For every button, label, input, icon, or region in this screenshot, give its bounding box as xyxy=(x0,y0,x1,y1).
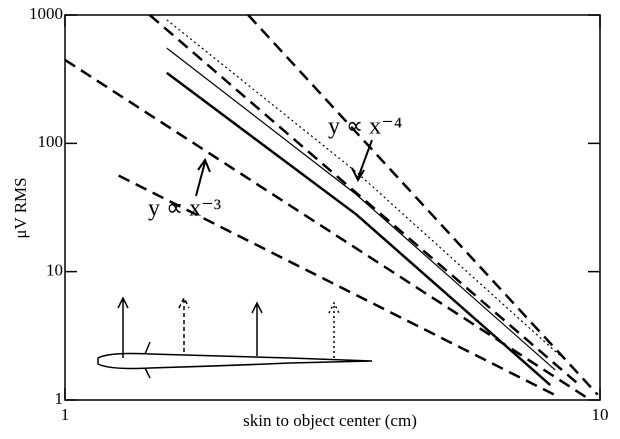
series-line xyxy=(64,58,592,402)
annotation: y ∝ x⁻⁴ xyxy=(328,114,402,140)
x-tick-label: 1 xyxy=(61,405,70,424)
y-tick-label: 1 xyxy=(55,389,64,408)
annotation-arrow xyxy=(195,157,211,197)
series-line xyxy=(247,14,599,396)
x-tick-label: 10 xyxy=(592,405,609,424)
y-tick-label: 10 xyxy=(46,261,63,280)
y-tick-label: 1000 xyxy=(29,4,63,23)
x-axis-label: skin to object center (cm) xyxy=(243,411,417,430)
plot-frame xyxy=(64,14,601,401)
series-line xyxy=(166,19,560,356)
inset-sketch xyxy=(97,296,373,379)
annotation: y ∝ x⁻³ xyxy=(148,196,221,222)
series-line xyxy=(166,47,556,371)
series-line xyxy=(166,71,552,386)
y-tick-label: 100 xyxy=(38,132,64,151)
series-line xyxy=(118,174,556,397)
y-axis-label: μV RMS xyxy=(11,177,30,238)
